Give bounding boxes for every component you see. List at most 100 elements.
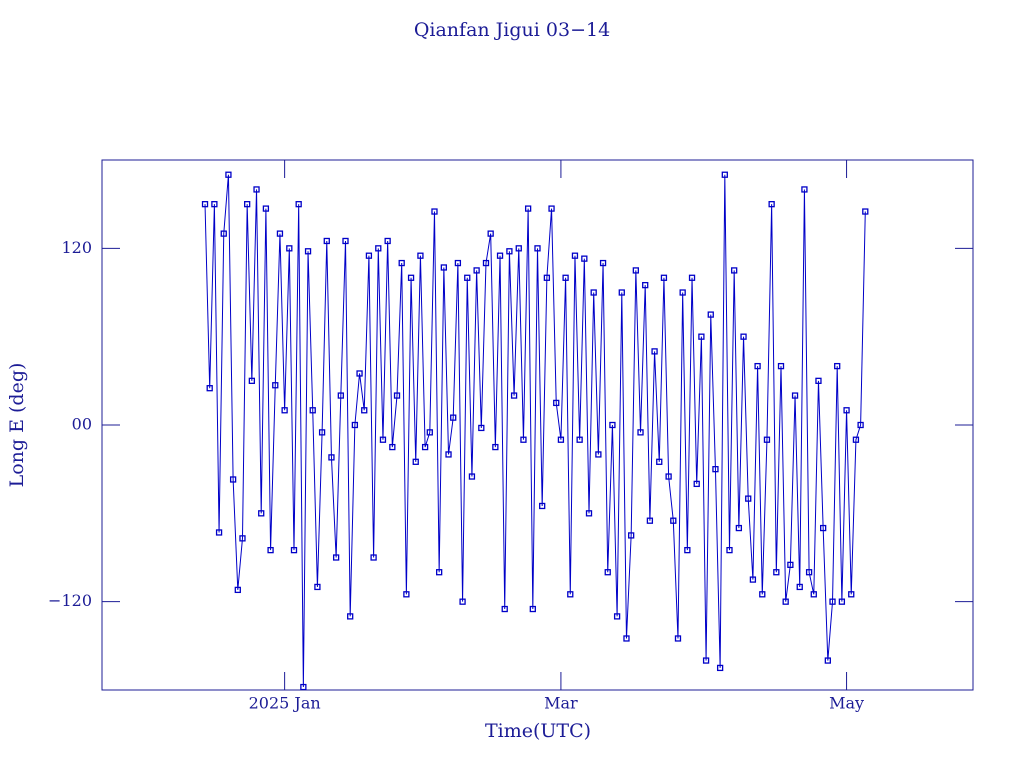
data-point <box>482 259 490 267</box>
data-point <box>721 171 728 178</box>
data-point <box>838 598 846 605</box>
data-point <box>562 274 569 281</box>
data-point <box>581 255 588 262</box>
data-point <box>295 201 302 208</box>
x-tick-label: May <box>829 694 864 713</box>
data-point <box>590 289 597 296</box>
data-point <box>389 443 396 451</box>
data-point <box>618 289 625 296</box>
data-point <box>459 598 466 605</box>
data-point <box>407 274 415 281</box>
data-point <box>651 348 658 355</box>
data-point <box>347 613 354 620</box>
data-point <box>759 591 766 598</box>
data-point <box>684 546 691 554</box>
data-point <box>478 424 485 432</box>
data-point <box>567 591 574 598</box>
data-point <box>276 230 284 237</box>
data-point <box>571 252 579 259</box>
data-point <box>665 473 672 480</box>
data-point <box>267 546 274 554</box>
data-point <box>225 171 232 178</box>
data-point <box>300 683 307 690</box>
data-point <box>726 546 733 554</box>
data-point <box>712 466 719 473</box>
data-point <box>323 237 330 245</box>
data-point <box>412 458 419 465</box>
data-point <box>763 436 771 443</box>
data-point <box>492 443 499 451</box>
data-point <box>351 421 359 429</box>
data-point <box>342 237 349 245</box>
data-point <box>843 407 850 414</box>
data-point <box>426 429 433 436</box>
data-point <box>642 281 649 289</box>
data-point <box>206 385 213 392</box>
data-point <box>506 248 513 255</box>
data-point <box>487 230 494 237</box>
data-point <box>539 502 546 510</box>
data-point <box>314 583 321 591</box>
data-point <box>304 248 312 255</box>
chart-title: Qianfan Jigui 03−14 <box>414 19 610 41</box>
data-point <box>520 436 527 443</box>
data-point <box>801 186 808 193</box>
data-point <box>632 267 639 274</box>
data-point <box>824 657 831 664</box>
data-layer <box>201 171 869 690</box>
data-point <box>599 259 607 267</box>
data-point <box>777 362 785 370</box>
data-point <box>834 362 841 370</box>
data-point <box>332 554 340 561</box>
data-point <box>318 429 326 436</box>
x-tick-label: Mar <box>544 694 578 713</box>
data-point <box>328 454 335 461</box>
data-point <box>370 554 377 561</box>
data-point <box>379 436 387 443</box>
data-point <box>262 205 270 212</box>
y-tick-label: −120 <box>48 591 92 610</box>
data-point <box>201 201 209 208</box>
data-point <box>524 205 532 212</box>
data-point <box>375 245 382 252</box>
data-point <box>848 591 855 598</box>
data-point <box>674 635 682 642</box>
data-point <box>731 267 738 274</box>
data-point <box>337 392 344 399</box>
data-point <box>646 517 654 524</box>
data-point <box>403 591 410 598</box>
data-point <box>543 274 551 281</box>
data-point <box>431 208 438 215</box>
data-point <box>735 524 743 532</box>
x-axis-label: Time(UTC) <box>485 720 591 742</box>
data-point <box>670 517 677 524</box>
data-point <box>220 230 227 237</box>
data-point <box>660 274 668 281</box>
data-point <box>782 598 789 605</box>
data-point <box>749 576 757 583</box>
data-point <box>548 205 555 212</box>
data-point <box>857 421 864 429</box>
data-point <box>468 473 476 480</box>
data-point <box>272 382 279 389</box>
y-tick-label: 120 <box>61 238 92 257</box>
data-point <box>693 480 700 488</box>
data-point <box>436 569 443 576</box>
data-point <box>290 546 298 554</box>
data-point <box>628 532 635 539</box>
data-point <box>585 510 593 517</box>
data-point <box>829 598 836 605</box>
data-point <box>281 407 288 414</box>
data-point <box>557 436 565 443</box>
data-point <box>707 311 714 318</box>
data-point <box>702 657 710 664</box>
data-point <box>229 476 237 483</box>
y-axis-label: Long E (deg) <box>6 363 28 488</box>
data-point <box>810 591 817 598</box>
data-point <box>211 201 218 208</box>
data-point <box>215 529 223 536</box>
data-point <box>768 201 775 208</box>
data-point <box>656 458 663 465</box>
data-point <box>510 392 518 399</box>
